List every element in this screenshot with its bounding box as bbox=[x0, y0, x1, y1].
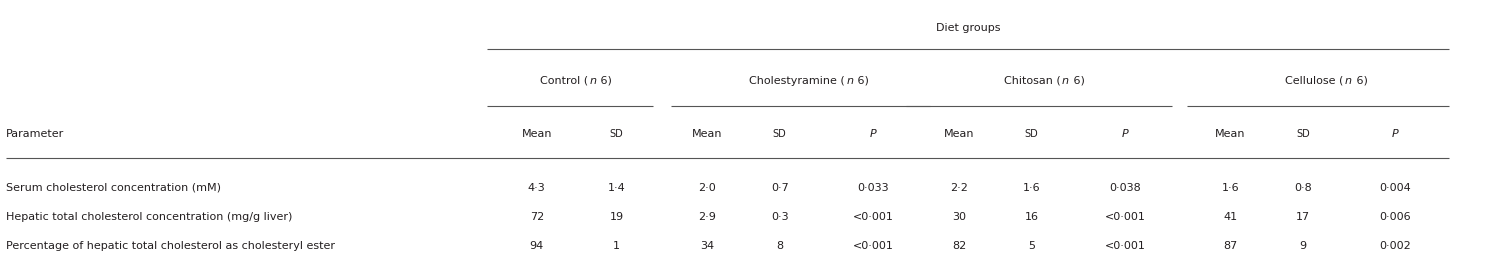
Text: Chitosan (: Chitosan ( bbox=[1005, 76, 1061, 85]
Text: 9: 9 bbox=[1299, 241, 1307, 251]
Text: 6): 6) bbox=[1070, 76, 1085, 85]
Text: 2·2: 2·2 bbox=[950, 183, 969, 193]
Text: SD: SD bbox=[610, 129, 624, 139]
Text: 0·033: 0·033 bbox=[857, 183, 888, 193]
Text: 1·4: 1·4 bbox=[607, 183, 626, 193]
Text: Control (: Control ( bbox=[539, 76, 588, 85]
Text: 0·006: 0·006 bbox=[1380, 212, 1411, 222]
Text: 87: 87 bbox=[1224, 241, 1238, 251]
Text: P: P bbox=[870, 129, 876, 139]
Text: P: P bbox=[1392, 129, 1398, 139]
Text: <0·001: <0·001 bbox=[852, 241, 893, 251]
Text: 6): 6) bbox=[597, 76, 612, 85]
Text: Hepatic total cholesterol concentration (mg/g liver): Hepatic total cholesterol concentration … bbox=[6, 212, 292, 222]
Text: <0·001: <0·001 bbox=[852, 212, 893, 222]
Text: 0·004: 0·004 bbox=[1380, 183, 1411, 193]
Text: P: P bbox=[1121, 129, 1129, 139]
Text: 5: 5 bbox=[1027, 241, 1035, 251]
Text: Parameter: Parameter bbox=[6, 129, 63, 139]
Text: 0·7: 0·7 bbox=[771, 183, 789, 193]
Text: <0·001: <0·001 bbox=[1105, 241, 1145, 251]
Text: 2·0: 2·0 bbox=[698, 183, 716, 193]
Text: 1·6: 1·6 bbox=[1023, 183, 1040, 193]
Text: Cellulose (: Cellulose ( bbox=[1286, 76, 1343, 85]
Text: 6): 6) bbox=[1352, 76, 1367, 85]
Text: Cholestyramine (: Cholestyramine ( bbox=[749, 76, 845, 85]
Text: 30: 30 bbox=[952, 212, 966, 222]
Text: 41: 41 bbox=[1224, 212, 1238, 222]
Text: <0·001: <0·001 bbox=[1105, 212, 1145, 222]
Text: 4·3: 4·3 bbox=[527, 183, 545, 193]
Text: 0·038: 0·038 bbox=[1109, 183, 1141, 193]
Text: 0·8: 0·8 bbox=[1293, 183, 1312, 193]
Text: Mean: Mean bbox=[521, 129, 552, 139]
Text: 82: 82 bbox=[952, 241, 966, 251]
Text: 6): 6) bbox=[854, 76, 869, 85]
Text: 94: 94 bbox=[530, 241, 544, 251]
Text: Mean: Mean bbox=[1215, 129, 1247, 139]
Text: 0·002: 0·002 bbox=[1380, 241, 1411, 251]
Text: 2·9: 2·9 bbox=[698, 212, 716, 222]
Text: n: n bbox=[1062, 76, 1068, 85]
Text: 72: 72 bbox=[530, 212, 544, 222]
Text: SD: SD bbox=[1296, 129, 1310, 139]
Text: n: n bbox=[846, 76, 854, 85]
Text: 16: 16 bbox=[1024, 212, 1038, 222]
Text: Diet groups: Diet groups bbox=[935, 23, 1000, 33]
Text: SD: SD bbox=[772, 129, 787, 139]
Text: Percentage of hepatic total cholesterol as cholesteryl ester: Percentage of hepatic total cholesterol … bbox=[6, 241, 335, 251]
Text: 34: 34 bbox=[700, 241, 715, 251]
Text: n: n bbox=[1345, 76, 1352, 85]
Text: n: n bbox=[589, 76, 597, 85]
Text: Mean: Mean bbox=[692, 129, 722, 139]
Text: 0·3: 0·3 bbox=[771, 212, 789, 222]
Text: 17: 17 bbox=[1296, 212, 1310, 222]
Text: Mean: Mean bbox=[944, 129, 975, 139]
Text: 19: 19 bbox=[609, 212, 624, 222]
Text: SD: SD bbox=[1024, 129, 1038, 139]
Text: 1·6: 1·6 bbox=[1222, 183, 1239, 193]
Text: 1: 1 bbox=[613, 241, 620, 251]
Text: 8: 8 bbox=[777, 241, 783, 251]
Text: Serum cholesterol concentration (mM): Serum cholesterol concentration (mM) bbox=[6, 183, 221, 193]
